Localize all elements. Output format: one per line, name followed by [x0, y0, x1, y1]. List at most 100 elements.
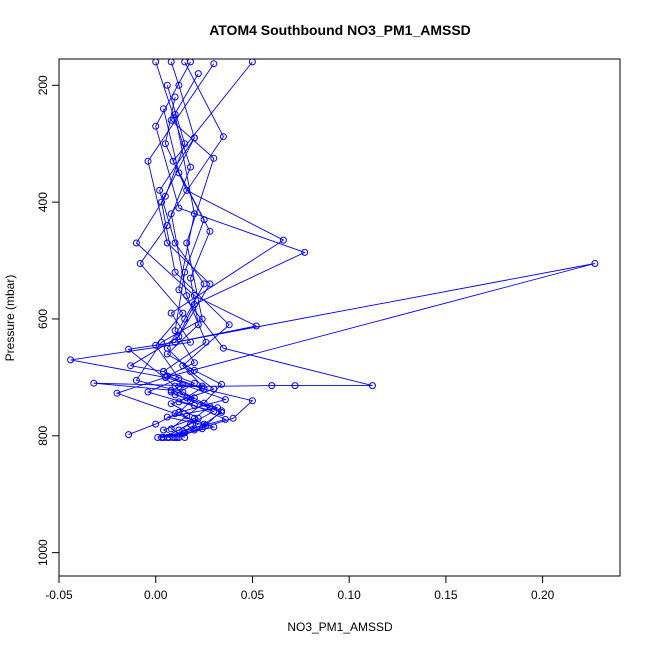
data-point	[291, 382, 299, 390]
data-point	[200, 216, 208, 224]
y-tick-label: 800	[36, 425, 50, 445]
data-point	[183, 239, 191, 247]
x-tick-label: -0.05	[45, 588, 73, 602]
data-point	[221, 415, 229, 423]
data-point	[171, 239, 179, 247]
data-point	[163, 413, 171, 421]
data-point	[183, 412, 191, 420]
data-point	[163, 239, 171, 247]
data-point	[144, 388, 152, 396]
data-point	[152, 420, 160, 428]
y-tick-label: 600	[36, 309, 50, 329]
x-tick-label: 0.05	[241, 588, 265, 602]
data-point	[248, 59, 256, 66]
data-point	[171, 93, 179, 101]
series-line-4	[93, 137, 230, 436]
data-point	[160, 368, 167, 375]
data-point	[210, 423, 218, 431]
data-point	[190, 414, 198, 422]
data-point	[214, 404, 222, 412]
data-point	[248, 397, 256, 405]
plot-area	[67, 59, 599, 441]
data-point	[127, 362, 135, 370]
data-point	[161, 192, 169, 200]
x-tick-label: 0.00	[144, 588, 168, 602]
y-tick-label: 200	[36, 75, 50, 95]
data-point	[175, 81, 183, 89]
data-point	[252, 322, 260, 330]
data-point	[210, 407, 218, 415]
data-point	[171, 268, 179, 276]
data-point	[152, 59, 160, 66]
data-point	[187, 338, 194, 346]
y-axis: 200 400 600 800 1000	[36, 75, 60, 566]
data-point	[132, 239, 140, 247]
data-point	[194, 70, 202, 78]
data-point	[163, 350, 171, 358]
series-line-5	[70, 96, 285, 438]
series-line-3	[135, 85, 596, 438]
data-point	[171, 327, 179, 335]
data-point	[125, 345, 133, 353]
data-point	[163, 81, 171, 89]
data-point	[200, 399, 208, 407]
data-point	[202, 421, 210, 429]
data-point	[152, 341, 160, 349]
data-point	[163, 372, 171, 380]
data-point	[225, 321, 233, 329]
data-point	[144, 157, 152, 165]
data-point	[175, 333, 183, 340]
data-point	[219, 133, 227, 141]
data-point	[206, 227, 214, 235]
x-tick-label: 0.10	[337, 588, 361, 602]
data-point	[190, 366, 198, 374]
data-point	[198, 384, 206, 392]
data-point	[167, 210, 175, 218]
data-point	[125, 431, 133, 439]
data-point	[175, 398, 183, 406]
data-point	[206, 280, 214, 288]
data-point	[175, 169, 183, 177]
data-point	[268, 382, 276, 390]
data-point	[90, 379, 98, 387]
data-point	[190, 379, 198, 387]
data-point	[591, 260, 599, 267]
data-point	[167, 59, 175, 66]
data-point	[160, 426, 167, 434]
data-point	[167, 309, 175, 317]
data-point	[167, 116, 175, 124]
data-point	[190, 359, 198, 367]
data-point	[160, 434, 167, 441]
data-point	[181, 434, 189, 441]
data-point	[190, 210, 198, 218]
data-point	[163, 222, 171, 229]
data-point	[229, 414, 237, 422]
data-point	[210, 154, 218, 162]
data-point	[175, 204, 183, 212]
x-axis-label: NO3_PM1_AMSSD	[287, 620, 393, 634]
data-point	[368, 382, 376, 390]
data-point	[152, 122, 160, 130]
series-line-10	[162, 61, 224, 438]
series-line-8	[135, 73, 215, 438]
x-axis: -0.05 0.00 0.05 0.10 0.15 0.20	[45, 575, 555, 602]
data-point	[160, 105, 167, 113]
plot-frame	[58, 58, 621, 577]
data-point	[132, 376, 140, 384]
data-point	[187, 274, 194, 282]
x-tick-label: 0.15	[434, 588, 458, 602]
data-point	[167, 400, 175, 408]
x-tick-label: 0.20	[531, 588, 555, 602]
y-tick-label: 1000	[36, 539, 50, 566]
chart-title: ATOM4 Southbound NO3_PM1_AMSSD	[209, 22, 471, 38]
data-point	[136, 260, 144, 267]
data-point	[218, 380, 225, 388]
data-point	[113, 389, 121, 397]
data-point	[187, 163, 194, 171]
data-point	[198, 315, 206, 323]
data-point	[183, 292, 191, 300]
data-point	[301, 248, 309, 256]
data-point	[219, 344, 227, 352]
y-axis-label: Pressure (mbar)	[3, 275, 17, 362]
